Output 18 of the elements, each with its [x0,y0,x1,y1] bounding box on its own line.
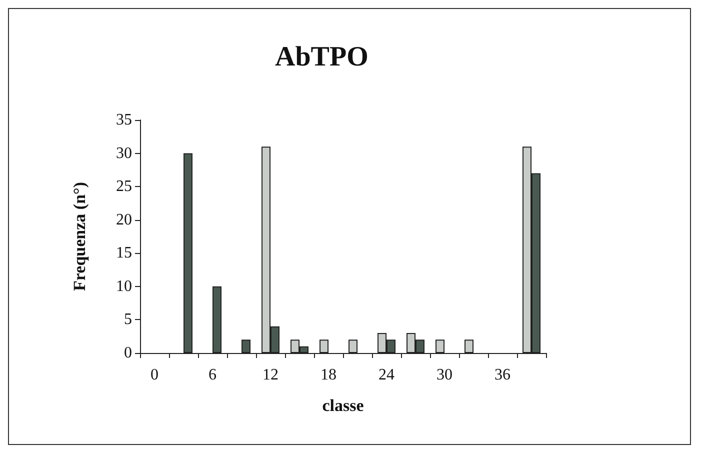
x-tick-label: 30 [436,366,452,384]
x-axis-title: classe [322,396,364,415]
y-tick-label: 5 [124,311,132,328]
chart-title: AbTPO [275,42,368,72]
y-tick-label: 20 [116,211,132,228]
y-tick-label: 0 [124,344,132,362]
x-tick-label: 24 [378,366,394,384]
x-tick-label: 0 [150,366,158,384]
x-tick-label: 36 [494,366,510,384]
x-tick-label: 6 [208,366,216,384]
y-tick-label: 35 [116,112,132,128]
y-tick-label: 15 [116,244,132,262]
y-tick-label: 10 [116,278,132,295]
y-tick-label: 25 [116,178,132,196]
y-axis-title: Frequenza (n°) [70,182,89,291]
x-tick-label: 12 [262,366,278,384]
x-tick-label: 18 [320,366,336,384]
y-tick-label: 30 [116,144,132,162]
